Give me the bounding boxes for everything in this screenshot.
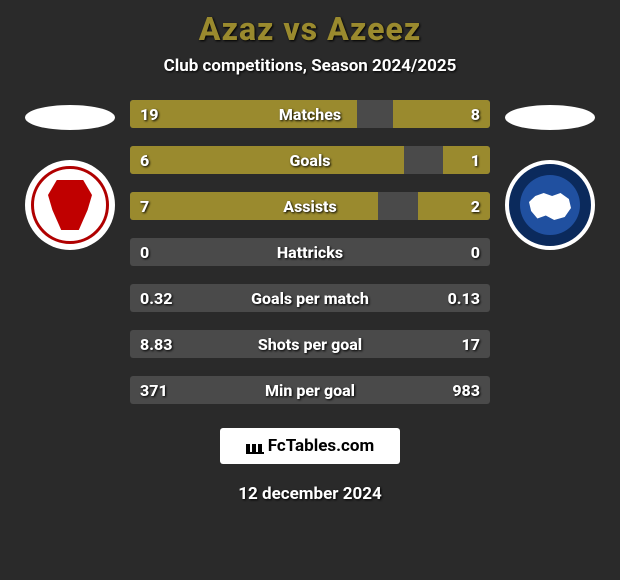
player1-name: Azaz <box>199 10 275 48</box>
subtitle: Club competitions, Season 2024/2025 <box>164 56 457 76</box>
stat-label: Goals <box>130 151 490 170</box>
stat-bar: 0.320.13Goals per match <box>130 284 490 312</box>
stat-label: Matches <box>130 105 490 124</box>
stat-bar: 371983Min per goal <box>130 376 490 404</box>
stats-column: 198Matches 61Goals 72Assists 00Hattricks 0.3… <box>130 100 490 404</box>
millwall-badge <box>505 160 595 250</box>
stat-label: Goals per match <box>130 289 490 308</box>
stat-bar: 61Goals <box>130 146 490 174</box>
lion-icon <box>48 180 92 230</box>
stat-label: Hattricks <box>130 243 490 262</box>
stat-bar: 198Matches <box>130 100 490 128</box>
page-title: Azaz vs Azeez <box>199 10 421 48</box>
player1-photo <box>25 105 115 130</box>
date-line: 12 december 2024 <box>238 484 381 504</box>
badge-inner-circle <box>520 175 580 235</box>
stat-label: Shots per goal <box>130 335 490 354</box>
watermark: FcTables.com <box>220 428 400 464</box>
left-player-column <box>10 100 130 250</box>
player2-name: Azeez <box>327 10 421 48</box>
watermark-text: FcTables.com <box>268 436 374 456</box>
main-row: 198Matches 61Goals 72Assists 00Hattricks 0.3… <box>0 100 620 404</box>
player2-photo <box>505 105 595 130</box>
stat-bar: 8.8317Shots per goal <box>130 330 490 358</box>
vs-label: vs <box>283 10 318 48</box>
badge-inner-ring <box>31 166 109 244</box>
stat-label: Min per goal <box>130 381 490 400</box>
stat-bar: 00Hattricks <box>130 238 490 266</box>
lion-icon <box>529 190 571 220</box>
bar-chart-icon <box>246 438 264 454</box>
stat-label: Assists <box>130 197 490 216</box>
middlesbrough-badge <box>25 160 115 250</box>
infographic-container: Azaz vs Azeez Club competitions, Season … <box>0 0 620 580</box>
stat-bar: 72Assists <box>130 192 490 220</box>
right-player-column <box>490 100 610 250</box>
